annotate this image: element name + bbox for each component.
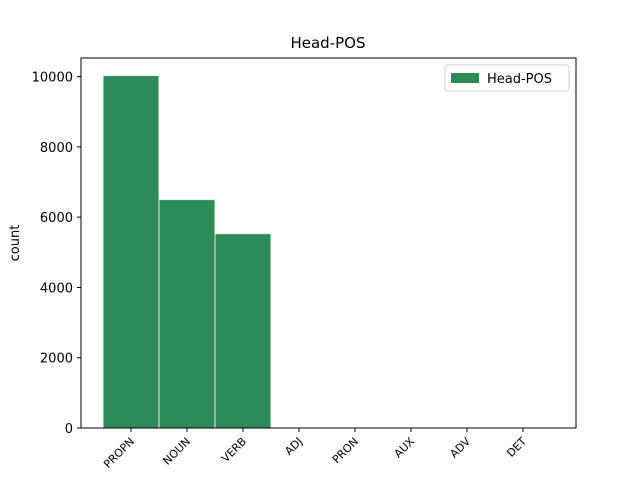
legend-label: Head-POS xyxy=(487,72,552,87)
bar xyxy=(102,75,160,429)
y-tick-label: 4000 xyxy=(40,281,73,296)
y-tick-label: 2000 xyxy=(40,352,73,367)
bar xyxy=(158,199,216,429)
y-axis-label: count xyxy=(8,225,23,262)
y-tick-label: 6000 xyxy=(40,211,73,226)
y-tick-label: 10000 xyxy=(32,71,73,86)
bar xyxy=(214,233,272,429)
y-tick-label: 8000 xyxy=(40,141,73,156)
chart-title: Head-POS xyxy=(290,34,365,52)
plot-frame xyxy=(80,57,577,429)
y-tick-label: 0 xyxy=(65,422,73,437)
legend-swatch xyxy=(451,73,479,83)
legend-box xyxy=(444,64,570,92)
